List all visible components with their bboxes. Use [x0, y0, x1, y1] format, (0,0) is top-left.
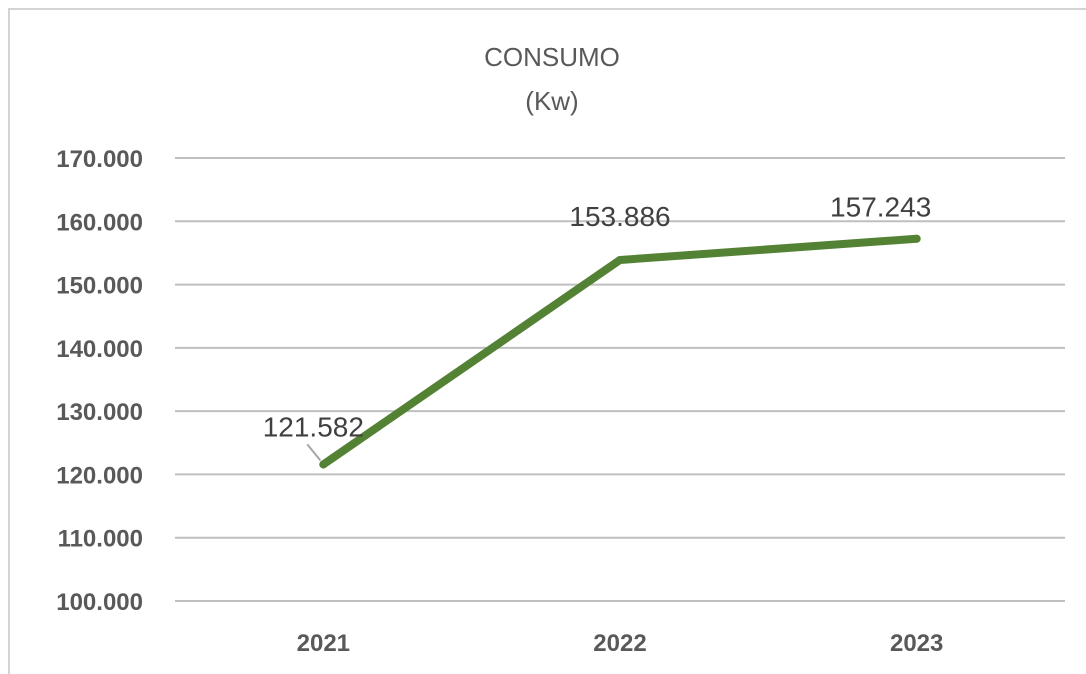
data-point [912, 234, 921, 243]
y-tick-label: 140.000 [56, 336, 143, 363]
chart-subtitle: (Kw) [525, 86, 578, 116]
data-label: 157.243 [830, 192, 931, 223]
x-tick-label: 2023 [890, 630, 943, 657]
data-label: 121.582 [263, 411, 364, 442]
chart-frame [8, 8, 1086, 674]
y-tick-label: 120.000 [56, 462, 143, 489]
x-axis-ticks: 2021 2022 2023 [297, 630, 944, 657]
series-consumo [319, 234, 921, 469]
data-label-leader [306, 443, 322, 462]
x-tick-label: 2022 [593, 630, 646, 657]
data-label: 153.886 [569, 201, 670, 232]
y-tick-label: 100.000 [56, 589, 143, 616]
data-labels: 121.582 153.886 157.243 [263, 192, 931, 462]
chart-title: CONSUMO [484, 42, 620, 72]
gridlines [175, 157, 1065, 602]
y-tick-label: 110.000 [58, 526, 143, 553]
data-point [319, 460, 328, 469]
series-line [319, 234, 921, 469]
y-tick-label: 170.000 [56, 146, 143, 173]
y-tick-label: 160.000 [56, 209, 143, 236]
data-point [616, 255, 624, 264]
y-tick-label: 150.000 [56, 273, 143, 300]
y-axis-ticks: 100.000 110.000 120.000 130.000 140.000 150.0… [56, 146, 143, 616]
y-tick-label: 130.000 [56, 399, 143, 426]
x-tick-label: 2021 [297, 630, 350, 657]
